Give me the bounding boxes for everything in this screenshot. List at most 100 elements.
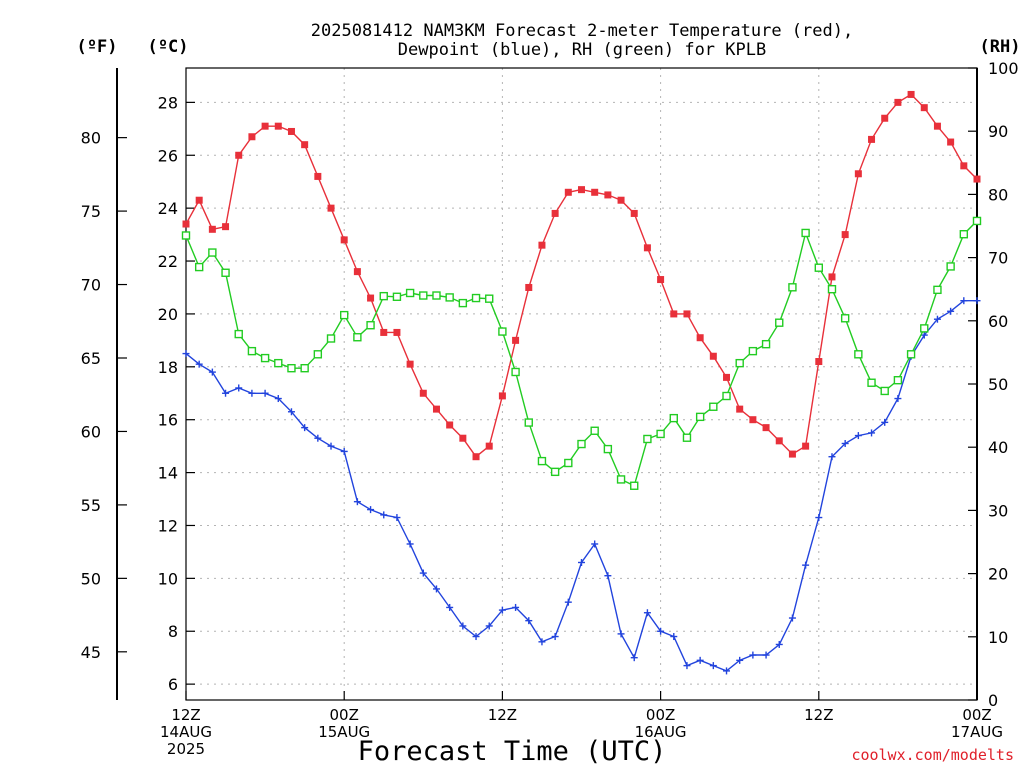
dewpoint-point bbox=[841, 439, 849, 447]
rh-point bbox=[564, 458, 573, 468]
dewpoint-point bbox=[643, 609, 651, 617]
rh-point bbox=[247, 346, 257, 356]
temperature-point bbox=[459, 434, 467, 442]
dewpoint-point bbox=[446, 603, 454, 611]
rh-point bbox=[353, 333, 362, 342]
rh-point bbox=[234, 329, 243, 339]
temperature-point bbox=[327, 204, 335, 212]
temperature-point bbox=[393, 328, 401, 336]
rh-tick-label: 100 bbox=[988, 59, 1019, 78]
dewpoint-point bbox=[696, 656, 704, 664]
rh-point bbox=[274, 358, 283, 368]
rh-point bbox=[432, 291, 441, 300]
grid bbox=[186, 68, 977, 700]
dewpoint-point bbox=[736, 656, 744, 664]
rh-point bbox=[485, 294, 494, 303]
rh-point bbox=[537, 456, 547, 466]
dewpoint-point bbox=[947, 307, 955, 315]
temperature-point bbox=[564, 188, 572, 196]
rh-point bbox=[775, 318, 784, 327]
rh-point bbox=[498, 327, 507, 336]
dewpoint-point bbox=[683, 662, 691, 670]
rh-point bbox=[445, 293, 454, 302]
dewpoint-point bbox=[854, 432, 862, 440]
rh-point bbox=[550, 467, 560, 477]
rh-point bbox=[208, 248, 217, 257]
dewpoint-point bbox=[195, 360, 203, 368]
rh-point bbox=[656, 429, 665, 439]
rh-point bbox=[419, 291, 428, 300]
celsius-unit-label: (ºC) bbox=[148, 37, 189, 57]
rh-point bbox=[524, 418, 533, 427]
fahrenheit-tick-label: 45 bbox=[81, 643, 101, 662]
rh-point bbox=[827, 285, 837, 294]
dewpoint-point bbox=[828, 453, 836, 461]
credit-text: coolwx.com/modelts bbox=[851, 746, 1014, 764]
celsius-tick-label: 8 bbox=[168, 622, 178, 641]
rh-point bbox=[643, 434, 652, 444]
rh-point bbox=[854, 350, 863, 359]
rh-tick-label: 70 bbox=[988, 249, 1008, 268]
dewpoint-point bbox=[406, 540, 414, 548]
dewpoint-point bbox=[815, 514, 823, 522]
dewpoint-point bbox=[749, 651, 757, 659]
plot-series bbox=[181, 90, 982, 675]
x-tick-label: 16AUG bbox=[635, 723, 687, 741]
temperature-point bbox=[419, 389, 427, 397]
dewpoint-point bbox=[960, 297, 968, 305]
temperature-point bbox=[920, 104, 928, 112]
rh-point bbox=[814, 263, 823, 272]
plot-frame bbox=[185, 67, 978, 701]
temperature-point bbox=[617, 196, 625, 204]
dewpoint-point bbox=[485, 622, 493, 630]
rh-point bbox=[630, 481, 639, 490]
rh-unit-label: (RH) bbox=[980, 37, 1021, 57]
temperature-point bbox=[788, 450, 796, 458]
x-tick-label: 00Z bbox=[962, 706, 991, 724]
rh-point bbox=[840, 314, 850, 323]
rh-point bbox=[326, 334, 336, 343]
temperature-point bbox=[973, 175, 981, 183]
dewpoint-point bbox=[670, 633, 678, 641]
temperature-point bbox=[670, 310, 678, 318]
temperature-point bbox=[643, 244, 651, 252]
rh-point bbox=[392, 292, 402, 301]
temperature-point bbox=[406, 360, 414, 368]
rh-tick-label: 40 bbox=[988, 438, 1008, 457]
temperature-point bbox=[723, 373, 731, 381]
fahrenheit-tick-label: 65 bbox=[81, 349, 101, 368]
dewpoint-point bbox=[274, 395, 282, 403]
temperature-point bbox=[933, 122, 941, 130]
dewpoint-point bbox=[419, 569, 427, 577]
dewpoint-point bbox=[208, 368, 216, 376]
temperature-point bbox=[498, 392, 506, 400]
rh-point bbox=[590, 426, 599, 435]
series-plus bbox=[182, 297, 981, 675]
rh-point bbox=[801, 228, 810, 238]
temperature-point bbox=[485, 442, 493, 450]
rh-point bbox=[300, 364, 309, 373]
x-tick-label: 15AUG bbox=[318, 723, 370, 741]
dewpoint-point bbox=[525, 617, 533, 625]
dewpoint-point bbox=[604, 572, 612, 580]
temperature-point bbox=[235, 151, 243, 159]
temperature-point bbox=[208, 225, 216, 233]
rh-point bbox=[722, 391, 731, 401]
x-tick-label: 17AUG bbox=[951, 723, 1003, 741]
rh-point bbox=[682, 433, 692, 442]
rh-point bbox=[221, 268, 230, 277]
dewpoint-point bbox=[630, 654, 638, 662]
temperature-point bbox=[446, 421, 454, 429]
dewpoint-point bbox=[551, 633, 559, 641]
temperature-point bbox=[525, 283, 533, 291]
celsius-tick-label: 10 bbox=[158, 569, 178, 588]
rh-point bbox=[748, 346, 758, 356]
rh-point bbox=[577, 439, 586, 449]
rh-tick-label: 10 bbox=[988, 628, 1008, 647]
rh-point bbox=[287, 364, 296, 373]
temperature-point bbox=[538, 241, 546, 249]
dewpoint-point bbox=[538, 638, 546, 646]
rh-point bbox=[788, 283, 797, 292]
